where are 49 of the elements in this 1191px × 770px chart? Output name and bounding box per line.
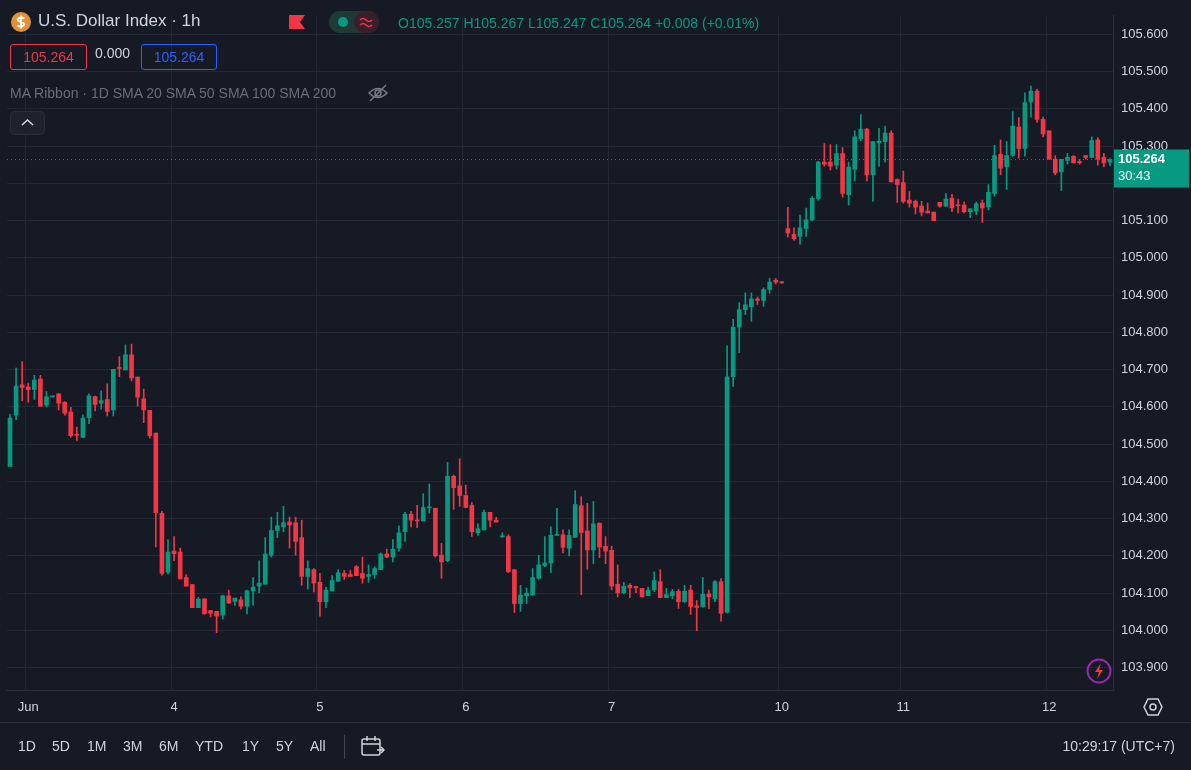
y-tick-label: 105.000: [1121, 249, 1168, 265]
candlestick: [955, 198, 961, 214]
text: 3M: [123, 738, 143, 754]
candlestick: [554, 507, 560, 536]
x-tick-label: Jun: [17, 699, 39, 715]
candlestick: [25, 382, 31, 403]
annotation: 0.000: [95, 45, 131, 61]
y-tick-label: 105.600: [1121, 26, 1168, 41]
y-tick-label: 104.700: [1121, 361, 1168, 377]
x-tick-label: 7: [608, 699, 616, 715]
y-tick-label: 104.600: [1121, 398, 1168, 414]
text: 1D: [18, 738, 36, 754]
text: 6M: [159, 738, 179, 754]
text: 5Y: [276, 738, 294, 754]
candlestick: [779, 281, 785, 284]
text: 1M: [87, 738, 107, 754]
annotation: O105.257 H105.267 L105.247 C105.264 +0.008 (+0.01%): [398, 15, 760, 31]
text: YTD: [195, 738, 223, 754]
y-tick-label: 104.800: [1121, 323, 1168, 339]
y-tick-label: 104.200: [1121, 547, 1168, 563]
ref-line-label: 105.264: [1118, 151, 1166, 167]
text: 10:29:17 (UTC+7): [1062, 738, 1175, 754]
y-tick-label: 104.100: [1121, 584, 1168, 600]
candlestick: [98, 390, 104, 410]
text: 5D: [52, 738, 70, 754]
annotation: 105.264: [141, 44, 217, 70]
x-tick-label: 5: [316, 699, 324, 715]
y-tick-label: 104.300: [1121, 510, 1168, 526]
candlestick: [74, 426, 80, 441]
text: All: [310, 738, 326, 754]
text: 30:43: [1117, 167, 1152, 183]
y-tick-label: 104.000: [1121, 621, 1168, 637]
chart-title: U.S. Dollar Index · 1h: [38, 11, 201, 31]
y-tick-label: 105.400: [1121, 100, 1168, 116]
x-tick-label: 12: [1041, 699, 1057, 715]
y-tick-label: 104.500: [1121, 435, 1168, 451]
y-tick-label: 104.900: [1121, 286, 1168, 302]
annotation: 105.264: [10, 44, 87, 70]
text: 1Y: [242, 738, 260, 754]
y-tick-label: 105.500: [1121, 63, 1168, 79]
y-tick-label: 104.400: [1121, 472, 1168, 488]
x-tick-label: 6: [462, 699, 470, 715]
annotation: MA Ribbon · 1D SMA 20 SMA 50 SMA 100 SMA 200: [10, 85, 337, 101]
x-tick-label: 10: [774, 699, 790, 715]
x-tick-label: 4: [170, 699, 178, 715]
x-tick-label: 11: [896, 699, 911, 715]
y-tick-label: 105.100: [1121, 212, 1168, 228]
y-tick-label: 105.300: [1121, 137, 1168, 153]
y-tick-label: 103.900: [1121, 659, 1168, 675]
